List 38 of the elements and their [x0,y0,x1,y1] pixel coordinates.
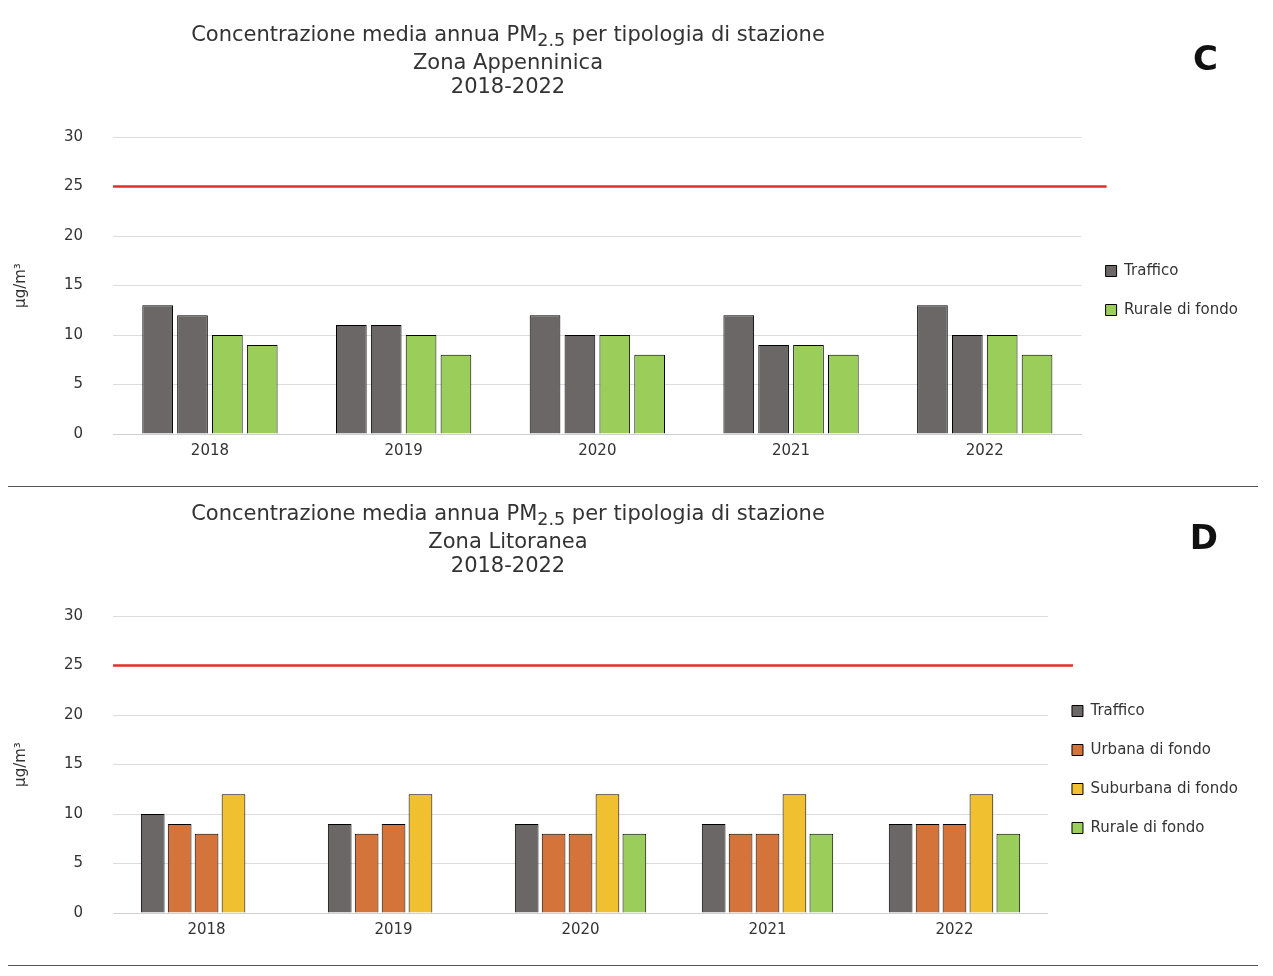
legend-label: Traffico [1123,261,1179,280]
y-tick-label: 15 [63,275,84,294]
x-tick-label: 2018 [187,920,226,939]
x-tick-label: 2019 [384,441,423,460]
y-axis-title: µg/m³ [10,742,29,788]
legend-label: Rurale di fondo [1124,300,1239,319]
y-tick-label: 25 [63,655,84,674]
chart-title: Concentrazione media annua PM$_{2.5}$ per tipologia di stazione [190,501,826,530]
y-tick-label: 10 [63,325,84,344]
y-tick-label: 0 [73,424,84,443]
x-tick-label: 2021 [748,920,787,939]
y-tick-label: 15 [63,754,84,773]
legend-label: Traffico [1089,701,1145,720]
y-axis-title: µg/m³ [10,263,29,309]
y-tick-label: 20 [63,705,84,724]
y-tick-label: 5 [73,853,84,872]
chart-title: Concentrazione media annua PM$_{2.5}$ per tipologia di stazione [190,22,826,51]
text: D [1189,517,1218,557]
y-tick-label: 20 [63,226,84,245]
legend-label: Suburbana di fondo [1090,779,1239,798]
y-tick-label: 0 [73,903,84,922]
text: C [1193,38,1218,78]
x-tick-label: 2018 [190,441,230,460]
y-tick-label: 5 [73,374,84,393]
chart-subtitle: Zona Litoranea 2018-2022 [427,529,589,578]
x-tick-label: 2021 [771,441,811,460]
x-tick-label: 2019 [374,920,413,939]
y-tick-label: 30 [63,606,84,625]
x-tick-label: 2020 [561,920,600,939]
y-tick-label: 10 [63,804,84,823]
x-tick-label: 2022 [965,441,1004,460]
x-tick-label: 2020 [578,441,617,460]
y-tick-label: 30 [63,127,84,146]
legend-label: Urbana di fondo [1090,740,1211,759]
y-tick-label: 25 [63,176,84,195]
x-tick-label: 2022 [935,920,974,939]
legend-label: Rurale di fondo [1090,818,1205,837]
chart-subtitle: Zona Appenninica 2018-2022 [411,50,604,99]
